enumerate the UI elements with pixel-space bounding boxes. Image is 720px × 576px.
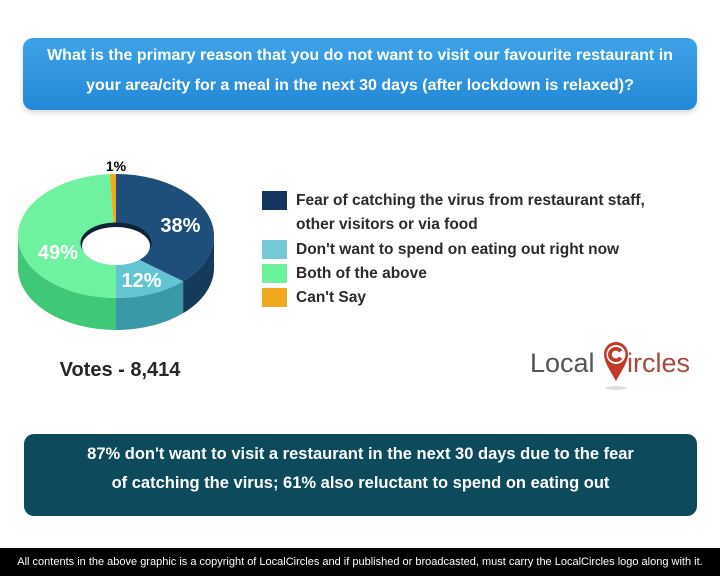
- svg-text:49%: 49%: [38, 242, 78, 264]
- svg-text:ircles: ircles: [627, 348, 690, 378]
- svg-text:1%: 1%: [106, 161, 127, 174]
- svg-text:Local: Local: [530, 348, 595, 378]
- svg-text:12%: 12%: [121, 270, 161, 292]
- svg-text:38%: 38%: [160, 215, 200, 237]
